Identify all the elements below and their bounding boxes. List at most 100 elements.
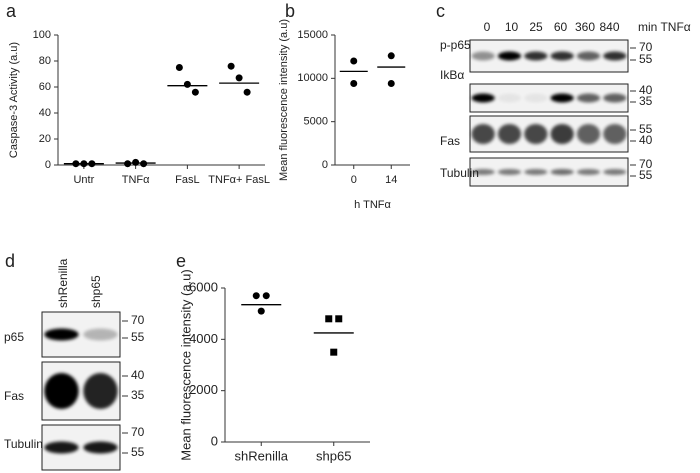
blot-band [576, 51, 601, 61]
blot-band [576, 124, 601, 144]
lane-unit: min TNFα [638, 20, 691, 34]
y-tick-label: 0 [45, 159, 51, 171]
blot-band [497, 124, 522, 144]
data-point [350, 57, 358, 65]
blot-panel [469, 115, 629, 153]
marker-label: 40 [639, 133, 653, 147]
blot-band [471, 93, 495, 103]
blot-panel [469, 157, 629, 187]
data-point [140, 160, 148, 168]
blot-band [603, 169, 627, 175]
panel-label: b [285, 1, 295, 21]
x-tick-label: Untr [73, 174, 94, 186]
x-tick-label: 14 [385, 174, 397, 186]
marker-label: 55 [639, 168, 653, 182]
y-axis-label: Mean fluorescence intensity (a.u) [178, 269, 193, 460]
marker-label: 55 [639, 122, 653, 136]
data-point [387, 52, 395, 60]
x-tick-label: TNFα [122, 174, 150, 186]
y-axis-label: Caspase-3 Activity (a.u) [8, 42, 20, 158]
data-point [252, 292, 260, 300]
row-label: Fas [4, 389, 24, 403]
blot-band [524, 93, 548, 103]
data-point [387, 80, 395, 88]
blot-band [44, 373, 79, 409]
x-tick-label: TNFα+ FasL [208, 174, 270, 186]
lane-label: shp65 [89, 275, 103, 308]
x-tick-label: shp65 [316, 448, 351, 463]
blot-panel [469, 83, 629, 113]
y-tick-label: 0 [211, 433, 218, 448]
blot-band [471, 169, 495, 175]
marker-label: 35 [131, 388, 145, 402]
lane-label: 360 [575, 20, 595, 34]
data-point [80, 160, 88, 168]
y-axis-label: Mean fluorescence intensity (a.u) [278, 19, 290, 181]
blot-panel [469, 39, 629, 73]
blot-band [550, 93, 574, 103]
blot-band [497, 51, 522, 61]
blot-band [603, 124, 627, 144]
blot-band [497, 169, 522, 175]
row-label: Tubulin [440, 166, 479, 180]
data-point [235, 74, 243, 82]
y-tick-label: 6000 [189, 279, 218, 294]
blot-band [576, 93, 601, 103]
y-tick-label: 20 [39, 133, 51, 145]
marker-label: 70 [131, 425, 145, 439]
data-point [191, 88, 199, 96]
row-label: Fas [440, 134, 460, 148]
marker-label: 40 [131, 368, 145, 382]
blot-band [471, 51, 495, 61]
marker-label: 55 [131, 330, 145, 344]
blot-band [497, 93, 522, 103]
data-point [262, 292, 270, 300]
blot-band [550, 51, 574, 61]
y-tick-label: 100 [33, 29, 51, 41]
data-point [175, 64, 183, 71]
data-point [335, 315, 343, 323]
panel-label: a [6, 1, 17, 21]
marker-label: 55 [131, 445, 145, 459]
panel-label: d [5, 251, 15, 271]
blot-band [550, 169, 574, 175]
y-tick-label: 2000 [189, 382, 218, 397]
y-tick-label: 0 [322, 159, 328, 171]
y-tick-label: 15000 [297, 29, 328, 41]
lane-label: shRenilla [56, 258, 70, 308]
blot-band [524, 169, 548, 175]
row-label: IkBα [440, 68, 464, 82]
blot-band [576, 169, 601, 175]
row-label: Tubulin [4, 437, 43, 451]
marker-label: 70 [639, 40, 653, 54]
x-tick-label: shRenilla [235, 448, 289, 463]
blot-band [83, 373, 118, 409]
data-point [243, 88, 251, 96]
data-point [330, 348, 338, 356]
y-tick-label: 5000 [304, 116, 328, 128]
data-point [88, 160, 96, 168]
x-axis-label: h TNFα [354, 199, 391, 211]
data-point [183, 80, 191, 88]
data-point [227, 62, 235, 70]
blot-band [524, 51, 548, 61]
data-point [124, 160, 132, 168]
blot-band [603, 51, 627, 61]
lane-label: 25 [529, 20, 543, 34]
lane-label: 10 [505, 20, 519, 34]
x-tick-label: 0 [351, 174, 357, 186]
blot-band [524, 124, 548, 144]
data-point [325, 315, 333, 323]
marker-label: 35 [639, 94, 653, 108]
data-point [350, 80, 358, 88]
y-tick-label: 40 [39, 107, 51, 119]
panel-label: e [176, 251, 186, 271]
panel-label: c [436, 1, 445, 21]
y-tick-label: 4000 [189, 331, 218, 346]
lane-label: 840 [599, 20, 619, 34]
lane-label: 60 [554, 20, 568, 34]
lane-label: 0 [484, 20, 491, 34]
marker-label: 70 [639, 157, 653, 171]
blot-band [471, 124, 495, 144]
